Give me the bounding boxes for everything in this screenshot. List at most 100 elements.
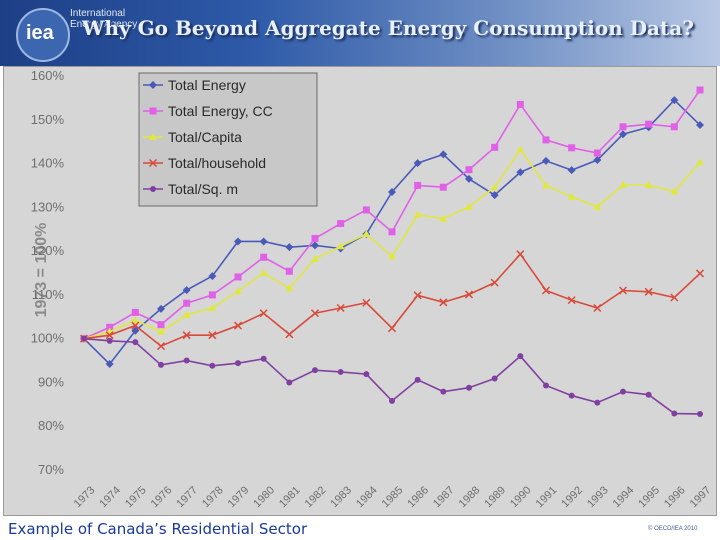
- data-point: [105, 331, 114, 340]
- data-point: [465, 202, 473, 210]
- data-point: [491, 143, 499, 151]
- x-tick-label: 1983: [328, 484, 354, 510]
- x-tick-label: 1988: [457, 484, 483, 510]
- data-point: [619, 181, 627, 189]
- data-point: [439, 183, 447, 191]
- data-point: [541, 286, 551, 295]
- data-point: [413, 291, 422, 300]
- data-point: [670, 96, 679, 105]
- data-point: [567, 296, 576, 305]
- data-point: [234, 287, 242, 295]
- data-point: [312, 367, 318, 374]
- y-tick-label: 90%: [38, 374, 64, 389]
- x-tick-label: 1976: [149, 484, 175, 510]
- x-tick-label: 1992: [559, 484, 585, 510]
- data-point: [542, 181, 550, 189]
- data-point: [645, 120, 653, 128]
- data-point: [645, 391, 652, 398]
- data-point: [644, 287, 653, 296]
- data-point: [150, 186, 156, 192]
- data-point: [259, 237, 268, 246]
- data-point: [697, 410, 703, 417]
- data-point: [260, 253, 268, 261]
- data-point: [208, 272, 217, 281]
- data-point: [234, 273, 242, 281]
- x-tick-label: 1978: [200, 484, 226, 510]
- x-tick-label: 1977: [174, 484, 200, 510]
- data-point: [81, 335, 87, 342]
- x-tick-label: 1974: [97, 484, 123, 510]
- data-point: [671, 410, 678, 417]
- x-tick-label: 1993: [585, 484, 611, 510]
- data-point: [695, 269, 705, 278]
- iea-logo: [16, 8, 70, 62]
- data-point: [149, 107, 157, 115]
- data-point: [439, 298, 448, 307]
- data-point: [157, 304, 165, 313]
- data-point: [490, 191, 499, 200]
- y-axis-label: 1973 = 100%: [33, 223, 50, 318]
- x-tick-label: 1975: [123, 484, 149, 510]
- data-point: [148, 158, 158, 168]
- series-line: [83, 252, 701, 348]
- legend-label: Total Energy, CC: [168, 103, 273, 119]
- y-tick-label: 110%: [32, 287, 65, 302]
- x-tick-label: 1989: [482, 484, 508, 510]
- y-tick-label: 70%: [38, 462, 64, 477]
- data-point: [336, 242, 345, 250]
- data-point: [619, 130, 627, 139]
- data-point: [157, 321, 165, 329]
- data-point: [362, 206, 370, 214]
- data-point: [670, 123, 678, 131]
- data-point: [543, 382, 549, 389]
- data-point: [593, 149, 601, 157]
- slide-title: Why Go Beyond Aggregate Energy Consumpti…: [82, 16, 694, 40]
- data-point: [414, 181, 422, 189]
- data-point: [439, 214, 448, 222]
- data-point: [466, 384, 472, 391]
- data-point: [183, 299, 191, 307]
- data-point: [490, 183, 499, 191]
- y-tick-label: 130%: [31, 199, 65, 214]
- data-point: [644, 181, 653, 189]
- data-point: [285, 243, 294, 252]
- data-point: [157, 327, 165, 335]
- x-tick-label: 1987: [431, 484, 457, 510]
- data-point: [337, 368, 344, 375]
- data-point: [208, 331, 217, 340]
- data-point: [516, 250, 525, 259]
- data-point: [337, 220, 345, 228]
- data-point: [593, 202, 602, 210]
- data-point: [105, 360, 114, 369]
- data-point: [516, 145, 525, 153]
- data-point: [156, 342, 166, 351]
- data-point: [696, 158, 704, 166]
- data-point: [182, 331, 191, 340]
- legend-box: [138, 72, 318, 207]
- data-point: [388, 188, 396, 197]
- data-point: [439, 150, 448, 159]
- data-point: [542, 136, 550, 144]
- data-point: [465, 174, 473, 183]
- data-point: [464, 290, 474, 299]
- data-point: [594, 399, 601, 406]
- data-point: [131, 316, 140, 324]
- data-point: [362, 298, 371, 307]
- data-point: [183, 357, 190, 364]
- iea-logo-text: iea: [26, 22, 54, 44]
- chart-area: [3, 66, 717, 516]
- data-point: [131, 308, 139, 316]
- data-point: [490, 278, 499, 287]
- data-point: [696, 121, 704, 130]
- copyright-note: © OECD/IEA 2010: [648, 526, 698, 532]
- data-point: [208, 291, 216, 299]
- x-tick-label: 1984: [354, 484, 380, 510]
- data-point: [106, 323, 114, 331]
- data-point: [465, 166, 473, 174]
- data-point: [593, 156, 602, 165]
- title-banner: iea International Energy Agency Why Go B…: [0, 0, 720, 66]
- data-point: [259, 269, 268, 276]
- data-point: [182, 286, 191, 295]
- data-point: [311, 234, 319, 242]
- data-point: [336, 303, 345, 313]
